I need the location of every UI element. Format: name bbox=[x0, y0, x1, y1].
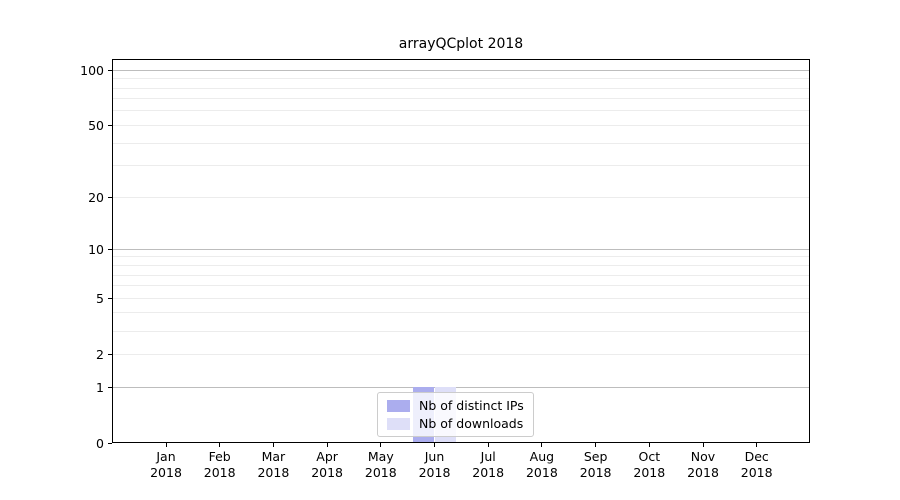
x-axis-label-month: Dec bbox=[744, 449, 769, 464]
x-axis-label: Jun 2018 bbox=[403, 449, 467, 480]
y-axis-label: 5 bbox=[96, 290, 104, 306]
x-axis-tick bbox=[487, 443, 489, 447]
minor-gridline bbox=[113, 196, 809, 198]
x-axis-label: Aug 2018 bbox=[510, 449, 574, 480]
x-axis-tick bbox=[702, 443, 704, 447]
x-axis-label-year: 2018 bbox=[150, 464, 182, 480]
legend-entry: Nb of distinct IPs bbox=[387, 398, 524, 413]
legend-label: Nb of downloads bbox=[419, 416, 524, 431]
minor-gridline bbox=[113, 297, 809, 299]
legend-swatch bbox=[387, 417, 410, 430]
x-axis-label-month: Feb bbox=[208, 449, 231, 464]
x-axis-label-month: Jun bbox=[424, 449, 445, 464]
x-axis-tick bbox=[380, 443, 382, 447]
x-axis-label-year: 2018 bbox=[633, 464, 666, 480]
minor-gridline bbox=[113, 353, 809, 355]
x-axis-label-month: Nov bbox=[690, 449, 716, 464]
x-axis-label-month: Mar bbox=[261, 449, 286, 464]
major-gridline bbox=[113, 386, 809, 388]
x-axis-tick bbox=[165, 443, 167, 447]
x-axis-label-month: Oct bbox=[638, 449, 661, 464]
y-axis-label: 10 bbox=[88, 241, 104, 257]
y-axis-label: 0 bbox=[96, 435, 104, 451]
minor-gridline bbox=[113, 312, 809, 314]
x-axis-label: Jul 2018 bbox=[456, 449, 520, 480]
minor-gridline bbox=[113, 98, 809, 100]
x-axis-label-month: Jan bbox=[156, 449, 176, 464]
x-axis-label: Sep 2018 bbox=[564, 449, 628, 480]
y-axis-tick bbox=[108, 69, 112, 71]
x-axis-label: May 2018 bbox=[349, 449, 413, 480]
x-axis-tick bbox=[648, 443, 650, 447]
x-axis-label-year: 2018 bbox=[364, 464, 397, 480]
x-axis-tick bbox=[541, 443, 543, 447]
plot-frame bbox=[112, 59, 810, 443]
x-axis-label: Nov 2018 bbox=[671, 449, 735, 480]
minor-gridline bbox=[113, 165, 809, 167]
minor-gridline bbox=[113, 110, 809, 112]
minor-gridline bbox=[113, 265, 809, 266]
x-axis-label: Oct 2018 bbox=[617, 449, 681, 480]
x-axis-label-month: May bbox=[367, 449, 394, 464]
x-axis-label-year: 2018 bbox=[525, 464, 558, 480]
y-axis-label: 50 bbox=[88, 117, 104, 133]
y-axis-tick bbox=[108, 248, 112, 250]
x-axis-label-year: 2018 bbox=[257, 464, 290, 480]
y-axis-tick bbox=[108, 442, 112, 444]
x-axis-tick bbox=[272, 443, 274, 447]
x-axis-label: Mar 2018 bbox=[241, 449, 305, 480]
x-axis-tick bbox=[326, 443, 328, 447]
x-axis-tick bbox=[434, 443, 435, 447]
legend-label: Nb of distinct IPs bbox=[419, 398, 524, 413]
x-axis-label: Feb 2018 bbox=[188, 449, 252, 480]
minor-gridline bbox=[113, 256, 809, 258]
y-axis-tick bbox=[108, 124, 112, 126]
minor-gridline bbox=[113, 87, 809, 89]
y-axis-tick bbox=[108, 196, 112, 198]
minor-gridline bbox=[113, 142, 809, 144]
x-axis-label: Dec 2018 bbox=[725, 449, 789, 480]
y-axis-tick bbox=[108, 386, 112, 388]
minor-gridline bbox=[113, 330, 809, 332]
y-axis-label: 100 bbox=[80, 62, 104, 78]
x-axis-label-year: 2018 bbox=[311, 464, 343, 480]
x-axis-label-year: 2018 bbox=[740, 464, 773, 480]
x-axis-label-month: Jul bbox=[480, 449, 496, 464]
y-axis-tick bbox=[108, 297, 112, 299]
legend: Nb of distinct IPs Nb of downloads bbox=[377, 392, 534, 437]
x-axis-label-year: 2018 bbox=[203, 464, 236, 480]
chart-title: arrayQCplot 2018 bbox=[398, 36, 524, 52]
y-axis-label: 1 bbox=[96, 379, 104, 395]
x-axis-label-month: Aug bbox=[529, 449, 555, 464]
x-axis-label-month: Sep bbox=[583, 449, 608, 464]
x-axis-label: Jan 2018 bbox=[134, 449, 198, 480]
minor-gridline bbox=[113, 124, 809, 126]
x-axis-label: Apr 2018 bbox=[295, 449, 359, 480]
x-axis-label-month: Apr bbox=[316, 449, 338, 464]
x-axis-tick bbox=[219, 443, 221, 447]
x-axis-label-year: 2018 bbox=[418, 464, 451, 480]
minor-gridline bbox=[113, 78, 809, 80]
x-axis-label-year: 2018 bbox=[472, 464, 505, 480]
minor-gridline bbox=[113, 285, 809, 287]
legend-swatch bbox=[387, 399, 410, 412]
x-axis-tick bbox=[756, 443, 758, 447]
x-axis-label-year: 2018 bbox=[687, 464, 719, 480]
y-axis-tick bbox=[108, 353, 112, 355]
y-axis-label: 2 bbox=[96, 346, 104, 362]
major-gridline bbox=[113, 248, 809, 250]
x-axis-tick bbox=[595, 443, 597, 447]
minor-gridline bbox=[113, 274, 809, 276]
major-gridline bbox=[113, 69, 809, 71]
x-axis-label-year: 2018 bbox=[579, 464, 612, 480]
y-axis-label: 20 bbox=[88, 189, 104, 205]
legend-entry: Nb of downloads bbox=[387, 416, 524, 431]
